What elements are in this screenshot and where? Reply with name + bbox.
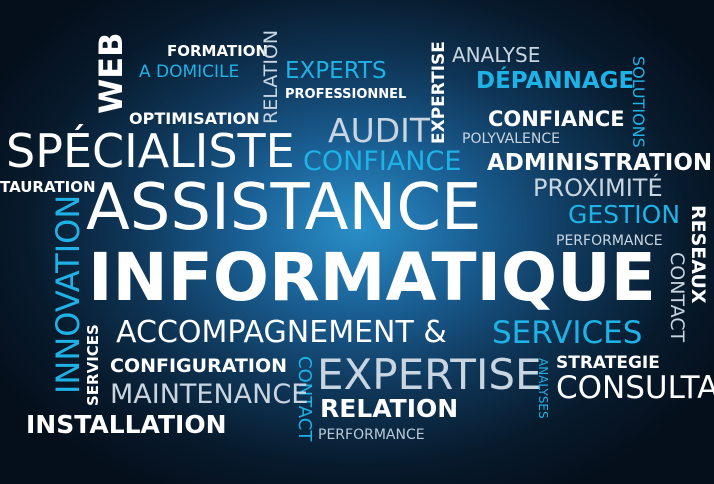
word-depannage: DÉPANNAGE: [476, 68, 635, 94]
word-web: WEB: [92, 32, 130, 114]
word-formation: FORMATION: [167, 42, 269, 60]
word-innovation: INNOVATION: [49, 194, 87, 394]
word-professionnel: PROFESSIONNEL: [285, 87, 407, 102]
word-restauration: TAURATION: [0, 178, 96, 196]
word-audit: AUDIT: [328, 111, 431, 150]
word-performance-bottom: PERFORMANCE: [318, 427, 425, 443]
word-performance-right: PERFORMANCE: [556, 233, 663, 249]
word-analyse: ANALYSE: [452, 43, 541, 67]
word-expertise: EXPERTISE: [317, 350, 542, 399]
word-services-vertical: SERVICES: [84, 324, 102, 406]
word-reseaux: RESEAUX: [687, 205, 709, 304]
word-polyvalence: POLYVALENCE: [462, 131, 560, 147]
word-gestion: GESTION: [568, 200, 681, 229]
word-proximite: PROXIMITÉ: [533, 174, 663, 202]
word-confiance-middle: CONFIANCE: [303, 146, 462, 177]
word-optimisation: OPTIMISATION: [129, 109, 260, 128]
word-experts: EXPERTS: [285, 58, 387, 84]
word-contact-right: CONTACT: [666, 252, 688, 343]
word-expertise-vertical: EXPERTISE: [429, 41, 449, 144]
word-strategie: STRATEGIE: [556, 353, 660, 373]
word-consultant: CONSULTAN: [556, 370, 714, 406]
word-maintenance: MAINTENANCE: [110, 379, 309, 410]
word-specialiste: SPÉCIALISTE: [6, 124, 295, 178]
word-a-domicile: A DOMICILE: [139, 62, 240, 82]
word-relation-vertical: RELATION: [260, 29, 282, 124]
word-configuration: CONFIGURATION: [110, 355, 288, 377]
word-accompagnement: ACCOMPAGNEMENT &: [116, 315, 447, 350]
word-assistance: ASSISTANCE: [86, 171, 482, 245]
word-administration: ADMINISTRATION: [487, 150, 713, 176]
word-solutions: SOLUTIONS: [629, 56, 648, 148]
word-confiance-top: CONFIANCE: [488, 107, 625, 131]
word-analyses: ANALYSES: [536, 358, 550, 419]
word-services: SERVICES: [492, 315, 643, 351]
word-informatique: INFORMATIQUE: [88, 239, 656, 316]
word-relation: RELATION: [320, 394, 459, 423]
word-installation: INSTALLATION: [26, 410, 227, 439]
